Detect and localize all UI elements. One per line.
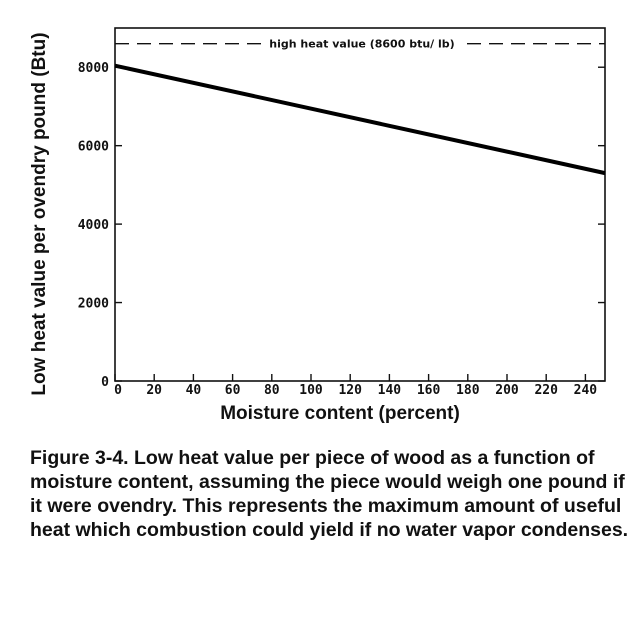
chart: 0 20 40 60 80 100 120 140 160 180 200 220 240 0 2000 40… bbox=[29, 27, 606, 424]
x-tick-label-40: 40 bbox=[186, 383, 202, 398]
series-line bbox=[114, 63, 606, 176]
x-tick-label-60: 60 bbox=[225, 383, 241, 398]
x-tick-label-0: 0 bbox=[114, 383, 122, 398]
tick-labels: 0 20 40 60 80 100 120 140 160 180 200 220 240 0 2000 40… bbox=[78, 61, 598, 398]
y-tick-label-2000: 2000 bbox=[78, 297, 109, 312]
y-tick-label-6000: 6000 bbox=[78, 140, 109, 155]
ticks bbox=[114, 66, 605, 382]
y-axis-title: Low heat value per ovendry pound (Btu) bbox=[29, 32, 50, 395]
x-axis-title: Moisture content (percent) bbox=[220, 403, 460, 424]
y-tick-label-0: 0 bbox=[101, 375, 109, 390]
x-tick-label-140: 140 bbox=[378, 383, 402, 398]
plot-frame bbox=[114, 27, 606, 382]
high-heat-value-label: high heat value (8600 btu/ lb) bbox=[269, 38, 454, 51]
y-tick-label-4000: 4000 bbox=[78, 218, 109, 233]
y-tick-label-8000: 8000 bbox=[78, 61, 109, 76]
x-tick-label-80: 80 bbox=[264, 383, 280, 398]
x-tick-label-120: 120 bbox=[338, 383, 362, 398]
x-tick-label-220: 220 bbox=[534, 383, 558, 398]
figure-caption: Figure 3-4. Low heat value per piece of … bbox=[30, 447, 629, 541]
x-tick-label-200: 200 bbox=[495, 383, 519, 398]
high-heat-value-label-bg bbox=[264, 37, 460, 51]
x-tick-label-180: 180 bbox=[456, 383, 480, 398]
x-tick-label-160: 160 bbox=[417, 383, 441, 398]
x-tick-label-20: 20 bbox=[146, 383, 162, 398]
x-tick-label-100: 100 bbox=[299, 383, 323, 398]
x-tick-label-240: 240 bbox=[574, 383, 598, 398]
